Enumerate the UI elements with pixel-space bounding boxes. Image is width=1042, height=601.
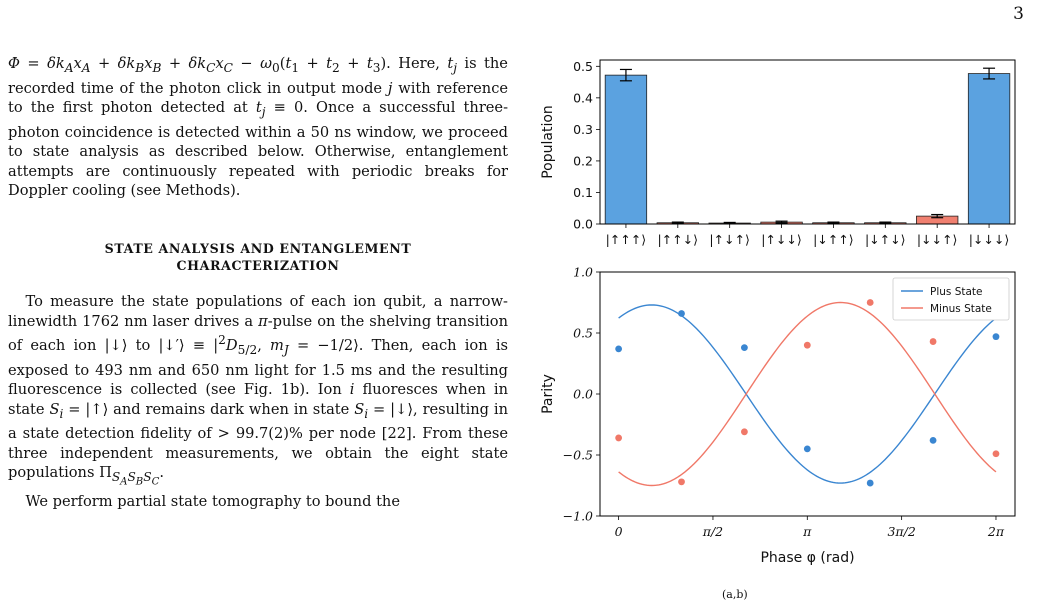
data-point	[803, 341, 811, 349]
x-tick-label: |↑↓↓⟩	[761, 232, 802, 247]
heading-line-2: CHARACTERIZATION	[176, 257, 340, 273]
y-tick-label: 0.2	[573, 153, 593, 168]
y-tick-label: 0.5	[573, 326, 593, 341]
legend-label: Plus State	[930, 286, 983, 298]
left-column-text: Φ = δkAxA + δkBxB + δkCxC − ω0(t1 + t2 +…	[8, 54, 508, 512]
page-number: 3	[1013, 4, 1024, 24]
data-point	[866, 299, 874, 306]
data-point	[741, 344, 748, 352]
legend-box	[892, 277, 1010, 321]
bar	[967, 73, 1011, 225]
paragraph-phase: Φ = δkAxA + δkBxB + δkCxC − ω0(t1 + t2 +…	[8, 55, 508, 200]
x-tick-label: |↓↑↑⟩	[813, 232, 854, 247]
heading-line-1: STATE ANALYSIS AND ENTANGLEMENT	[104, 240, 412, 256]
data-point	[615, 434, 623, 442]
data-point	[866, 479, 874, 487]
y-tick-label: 0.0	[573, 217, 593, 232]
x-tick-label: 3π/2	[887, 524, 915, 539]
data-point	[615, 345, 623, 353]
phase-equation: Φ = δkAxA + δkBxB + δkCxC − ω0(t1 + t2 +…	[8, 55, 391, 75]
x-axis-label: Phase φ (rad)	[760, 550, 854, 566]
x-tick-label: |↑↑↓⟩	[658, 232, 699, 247]
y-tick-label: 0.1	[573, 185, 593, 200]
x-tick-label: |↓↓↑⟩	[917, 232, 958, 247]
parity-chart-svg: −1.0 −0.5 0.0 0.5 1.0 0 π/2 π 3π/2 2π Phase φ (rad…	[540, 265, 1016, 566]
y-tick-label: 1.0	[573, 265, 593, 280]
x-tick-label: |↓↑↓⟩	[865, 232, 906, 247]
data-point	[741, 428, 748, 436]
y-tick-label: −1.0	[563, 509, 593, 524]
data-point	[678, 310, 685, 317]
fit-curve	[618, 304, 997, 484]
x-tick-label: 0	[615, 524, 623, 539]
x-tick-label: |↑↓↑⟩	[709, 232, 750, 247]
y-tick-label: 0.0	[573, 387, 593, 402]
bar	[604, 74, 648, 225]
data-point	[803, 445, 811, 453]
paragraph-state-analysis: To measure the state populations of each…	[8, 292, 508, 488]
paragraph-tomography: We perform partial state tomography to b…	[25, 493, 400, 511]
legend-label: Minus State	[930, 303, 992, 315]
y-tick-label: 0.3	[573, 122, 593, 137]
data-point	[992, 450, 1000, 458]
data-point	[929, 338, 937, 345]
fit-curve	[618, 301, 997, 487]
x-tick-label: π	[802, 524, 812, 539]
y-axis-label: Parity	[540, 374, 556, 414]
x-tick-label: 2π	[987, 524, 1005, 539]
population-bar-chart-svg: |↑↑↑⟩ |↑↑↓⟩ |↑↓↑⟩ |↑↓↓⟩ |↓↑↑⟩ |↓↑↓⟩ |↓↓↑⟩ |↓↓↓⟩…	[540, 59, 1016, 247]
y-tick-label: −0.5	[563, 448, 593, 463]
x-tick-label: π/2	[702, 524, 723, 539]
plot-frame	[599, 59, 1016, 225]
data-point	[678, 478, 685, 486]
population-bar-chart: |↑↑↑⟩ |↑↑↓⟩ |↑↓↑⟩ |↑↓↓⟩ |↓↑↑⟩ |↓↑↓⟩ |↓↓↑⟩ |↓↓↓⟩…	[530, 56, 1030, 256]
section-heading: STATE ANALYSIS AND ENTANGLEMENT CHARACTE…	[8, 240, 508, 274]
y-tick-label: 0.5	[573, 59, 593, 74]
x-tick-label: |↑↑↑⟩	[606, 232, 647, 247]
parity-chart: −1.0 −0.5 0.0 0.5 1.0 0 π/2 π 3π/2 2π Phase φ (rad…	[530, 262, 1030, 588]
y-axis-label: Population	[540, 105, 556, 179]
data-point	[992, 333, 1000, 341]
data-point	[929, 436, 937, 444]
x-tick-label: |↓↓↓⟩	[969, 232, 1010, 247]
y-tick-label: 0.4	[573, 90, 593, 105]
caption-fragment: (a,b)	[722, 588, 748, 601]
